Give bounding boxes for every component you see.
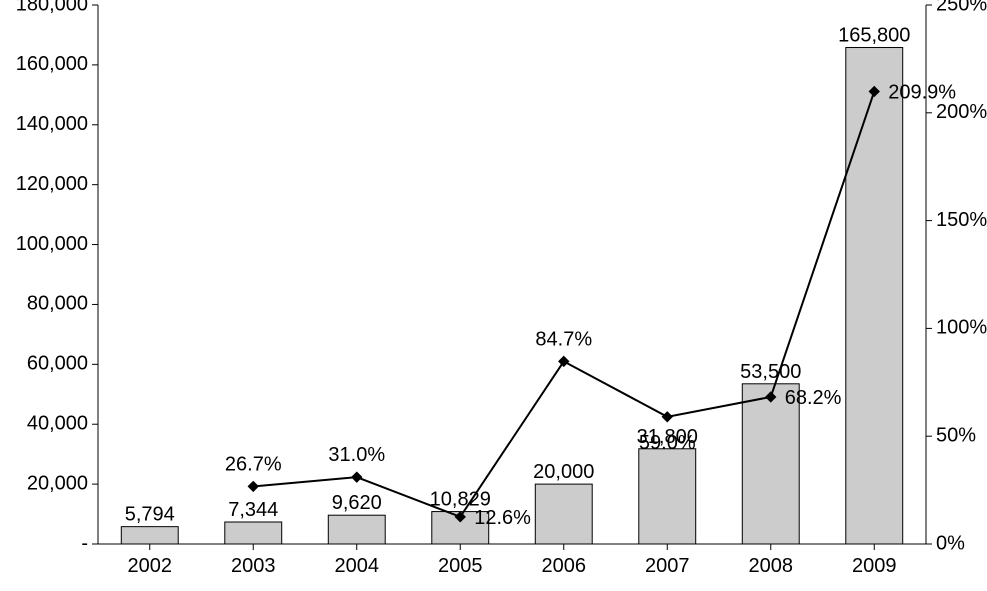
y-left-tick-label: 100,000	[16, 233, 88, 255]
y-left-tick-label: 180,000	[16, 0, 88, 15]
y-left-tick-label: 20,000	[27, 472, 88, 494]
x-category-label: 2006	[542, 555, 587, 577]
line-value-label: 68.2%	[785, 387, 842, 409]
bar-value-label: 165,800	[838, 25, 910, 47]
bar	[639, 449, 696, 544]
line-value-label: 209.9%	[888, 81, 956, 103]
combined-bar-line-chart: - 20,000 40,000 60,000 80,000 100,000 120,000 1…	[0, 0, 987, 591]
x-category-label: 2005	[438, 555, 483, 577]
bar	[535, 484, 592, 544]
y-right-tick-label: 0%	[936, 532, 965, 554]
y-right-tick-label: 150%	[936, 209, 987, 231]
chart-background	[0, 0, 987, 591]
y-left-tick-label: 120,000	[16, 173, 88, 195]
bar-value-label: 53,500	[740, 361, 801, 383]
y-right-tick-label: 250%	[936, 0, 987, 15]
x-category-label: 2004	[335, 555, 380, 577]
y-right-tick-label: 200%	[936, 101, 987, 123]
y-left-tick-label: 80,000	[27, 293, 88, 315]
bar	[121, 527, 178, 544]
line-value-label: 12.6%	[474, 507, 531, 529]
bar-value-label: 5,794	[125, 504, 175, 526]
bar	[846, 48, 903, 544]
x-category-label: 2002	[128, 555, 173, 577]
y-left-tick-label: 60,000	[27, 353, 88, 375]
y-left-tick-label: -	[81, 532, 88, 554]
bar-value-label: 7,344	[228, 499, 278, 521]
y-left-tick-label: 40,000	[27, 413, 88, 435]
x-category-label: 2003	[231, 555, 276, 577]
line-value-label: 31.0%	[328, 444, 385, 466]
y-left-tick-label: 140,000	[16, 113, 88, 135]
bar	[225, 522, 282, 544]
y-left-tick-label: 160,000	[16, 53, 88, 75]
line-value-label: 84.7%	[535, 328, 592, 350]
y-right-tick-label: 100%	[936, 317, 987, 339]
x-category-label: 2007	[645, 555, 690, 577]
y-right-tick-label: 50%	[936, 424, 976, 446]
bar-value-label: 9,620	[332, 492, 382, 514]
bar-value-label: 20,000	[533, 461, 594, 483]
line-value-label: 26.7%	[225, 453, 282, 475]
x-category-label: 2009	[852, 555, 897, 577]
x-category-label: 2008	[749, 555, 794, 577]
line-value-label: 59.0%	[639, 432, 696, 454]
bar	[328, 515, 385, 544]
